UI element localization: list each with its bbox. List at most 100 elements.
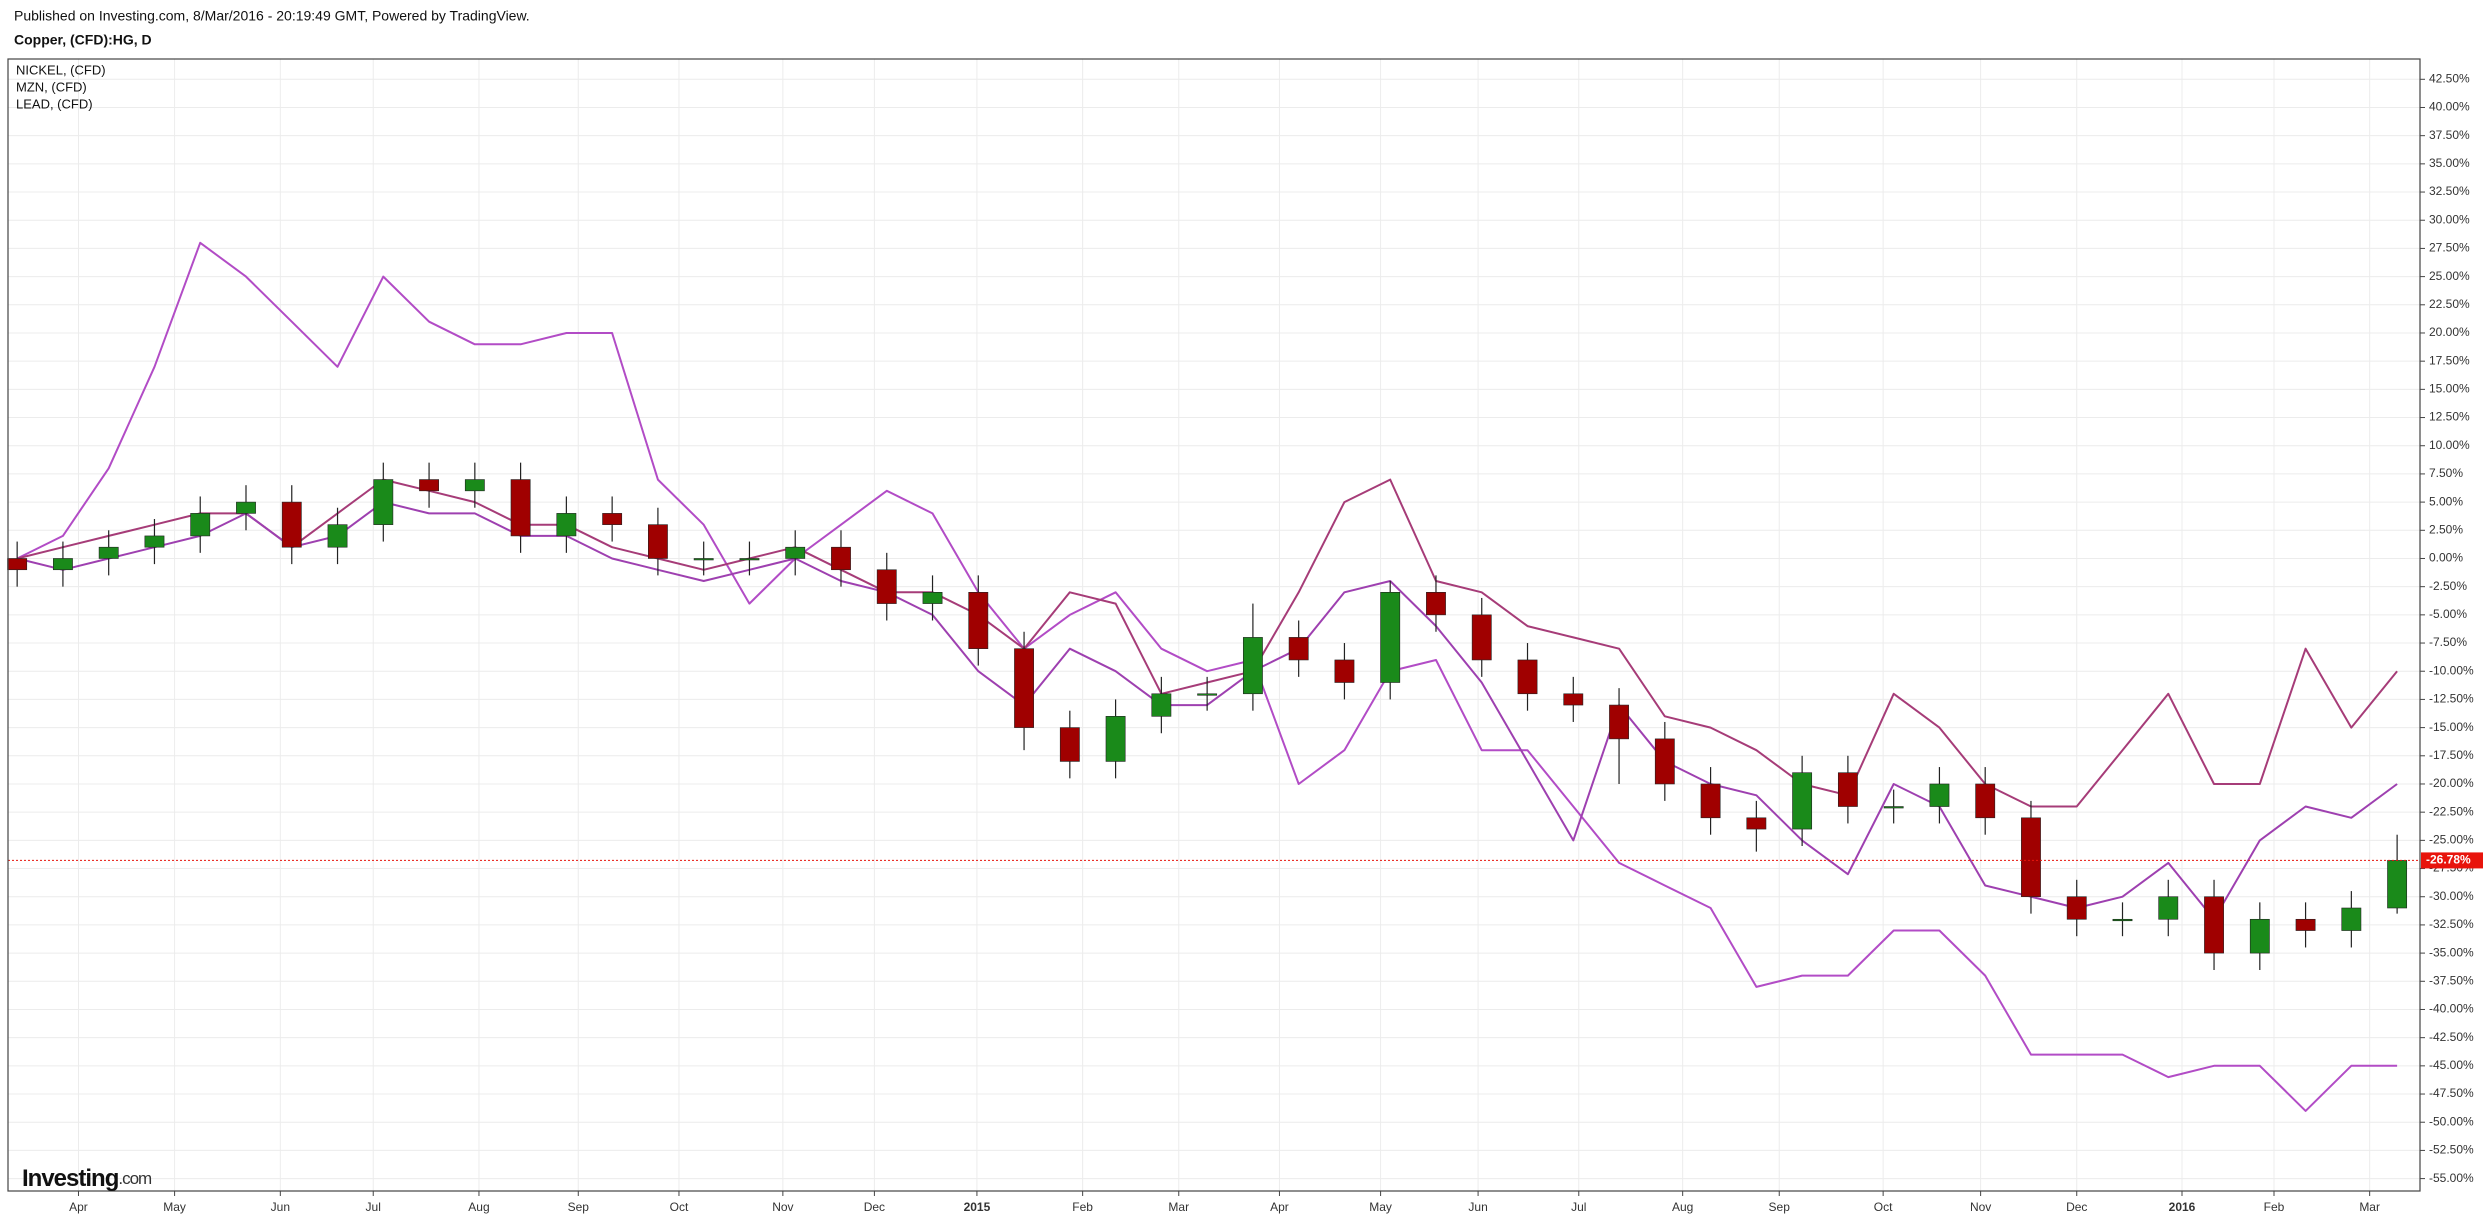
- candle-body: [1334, 659, 1355, 683]
- y-tick-label: 27.50%: [2429, 241, 2470, 255]
- candle-body: [281, 501, 302, 548]
- x-tick-label: 2015: [964, 1200, 991, 1214]
- candle-body: [1197, 693, 1218, 696]
- y-tick-label: -17.50%: [2429, 748, 2474, 762]
- marks: [7, 241, 2420, 1112]
- x-tick-label: May: [1369, 1200, 1392, 1214]
- candle-body: [1105, 716, 1126, 762]
- x-tick-label: Nov: [1970, 1200, 1991, 1214]
- candle-body: [419, 479, 439, 492]
- legend-entry: MZN, (CFD): [16, 79, 87, 94]
- y-tick-label: 10.00%: [2429, 438, 2470, 452]
- y-tick-label: -35.00%: [2429, 945, 2474, 959]
- last-price-label: -26.78%: [2426, 853, 2471, 867]
- brand-name: Investing: [22, 1165, 119, 1192]
- y-tick-label: -37.50%: [2429, 973, 2474, 987]
- x-tick-label: Mar: [2359, 1200, 2380, 1214]
- series-line: [16, 241, 2398, 1112]
- plot-frame: [7, 58, 2421, 1192]
- candle-body: [556, 513, 577, 537]
- candle-body: [1929, 783, 1950, 807]
- y-tick-label: -15.00%: [2429, 720, 2474, 734]
- candle-body: [2021, 817, 2041, 898]
- y-tick-label: -7.50%: [2429, 635, 2467, 649]
- x-tick-label: Dec: [864, 1200, 885, 1214]
- y-tick-label: 32.50%: [2429, 184, 2470, 198]
- x-tick-label: Apr: [1270, 1200, 1289, 1214]
- x-tick-label: Aug: [1672, 1200, 1693, 1214]
- candle-body: [2112, 918, 2133, 922]
- candle-body: [1517, 659, 1538, 695]
- x-tick-label: Sep: [568, 1200, 590, 1214]
- y-tick-label: 17.50%: [2429, 353, 2470, 367]
- candle-body: [236, 501, 256, 514]
- candle-body: [2387, 860, 2408, 909]
- candle-body: [373, 479, 394, 525]
- y-tick-label: -45.00%: [2429, 1058, 2474, 1072]
- candle-body: [2341, 907, 2362, 931]
- candle-body: [464, 479, 485, 492]
- x-tick-label: May: [163, 1200, 186, 1214]
- candle-body: [602, 513, 623, 525]
- candle-body: [1151, 693, 1172, 717]
- candle-body: [785, 546, 806, 559]
- y-tick-label: -52.50%: [2429, 1143, 2474, 1157]
- candle-body: [7, 558, 28, 571]
- x-tick-label: Nov: [772, 1200, 793, 1214]
- candle-body: [1792, 772, 1813, 830]
- candle-body: [1059, 727, 1080, 762]
- legend-entry: LEAD, (CFD): [16, 96, 93, 111]
- x-tick-label: Feb: [2264, 1200, 2285, 1214]
- y-tick-label: 30.00%: [2429, 212, 2470, 226]
- candle-body: [1380, 592, 1401, 683]
- x-tick-label: Oct: [1874, 1200, 1893, 1214]
- legend-entry: NICKEL, (CFD): [16, 62, 106, 77]
- candle-body: [510, 479, 531, 537]
- y-tick-label: -25.00%: [2429, 833, 2474, 847]
- x-tick-label: Feb: [1072, 1200, 1093, 1214]
- y-tick-label: 15.00%: [2429, 382, 2470, 396]
- candle-body: [1563, 693, 1584, 706]
- brand-logo: Investing.com: [22, 1165, 152, 1192]
- brand-suffix: .com: [118, 1169, 152, 1188]
- candle-body: [1609, 704, 1629, 740]
- y-tick-label: 42.50%: [2429, 71, 2470, 85]
- y-tick-label: 2.50%: [2429, 522, 2463, 536]
- y-tick-label: -5.00%: [2429, 607, 2467, 621]
- y-tick-label: 40.00%: [2429, 100, 2470, 114]
- x-tick-label: Jun: [1468, 1200, 1487, 1214]
- y-tick-label: 37.50%: [2429, 128, 2470, 142]
- y-tick-label: -12.50%: [2429, 692, 2474, 706]
- y-tick-label: -55.00%: [2429, 1171, 2474, 1185]
- y-tick-label: -2.50%: [2429, 579, 2467, 593]
- x-tick-label: 2016: [2169, 1200, 2196, 1214]
- y-tick-label: 22.50%: [2429, 297, 2470, 311]
- x-tick-label: Apr: [69, 1200, 88, 1214]
- candle-body: [1014, 648, 1034, 728]
- last-price-box: [2421, 852, 2483, 869]
- y-tick-label: -10.00%: [2429, 663, 2474, 677]
- candle-body: [1426, 592, 1446, 616]
- candle-body: [648, 524, 668, 559]
- y-tick-label: 5.00%: [2429, 494, 2463, 508]
- header: Published on Investing.com, 8/Mar/2016 -…: [14, 8, 530, 24]
- candle-body: [1288, 637, 1309, 661]
- candle-body: [922, 592, 943, 604]
- candle-body: [693, 558, 714, 561]
- candle-body: [2204, 896, 2224, 954]
- y-tick-label: -22.50%: [2429, 804, 2474, 818]
- y-tick-label: -42.50%: [2429, 1030, 2474, 1044]
- y-tick-label: -20.00%: [2429, 776, 2474, 790]
- candle-body: [327, 524, 348, 548]
- candle-body: [1654, 738, 1675, 785]
- candle-body: [53, 558, 73, 571]
- chart-title: Copper, (CFD):HG, D: [14, 32, 152, 48]
- y-tick-label: -30.00%: [2429, 889, 2474, 903]
- candle-body: [190, 513, 211, 537]
- y-tick-label: -50.00%: [2429, 1114, 2474, 1128]
- candle-body: [1700, 783, 1721, 819]
- candle-body: [1883, 806, 1904, 809]
